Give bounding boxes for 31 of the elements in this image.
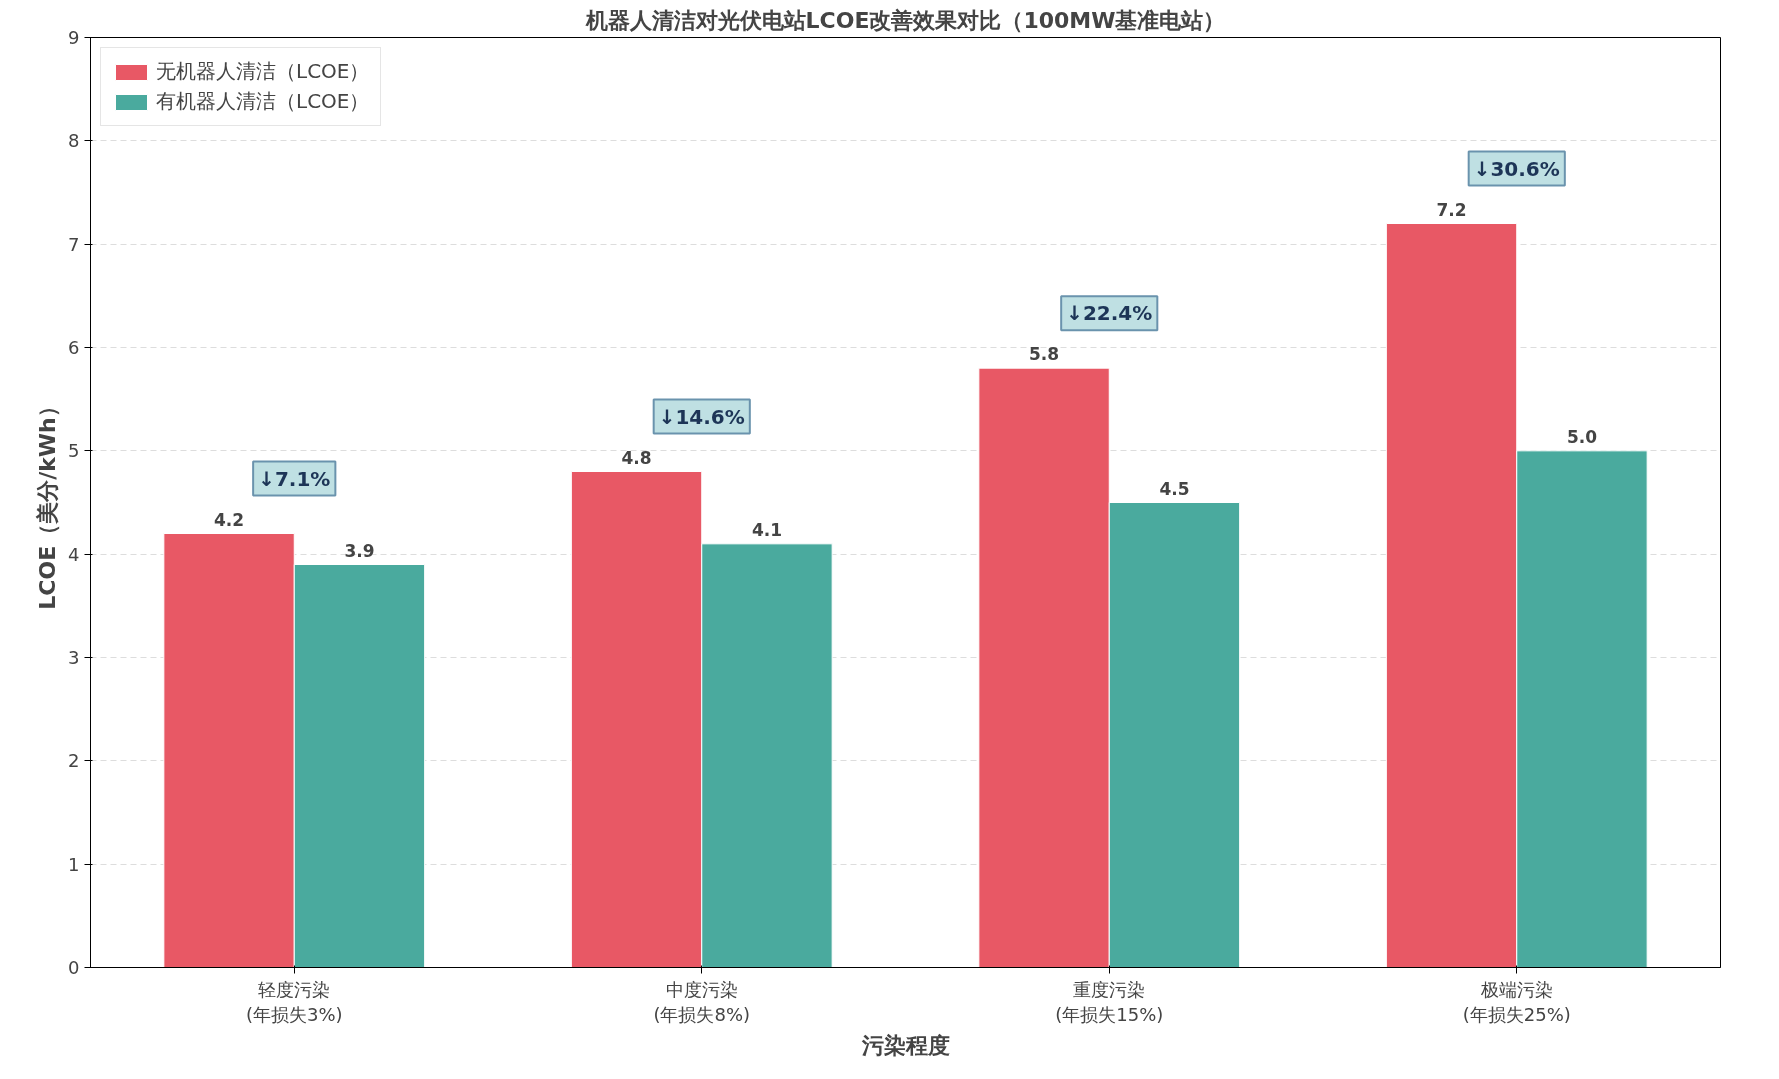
- x-tick-label: 轻度污染 (年损失3%): [245, 978, 343, 1025]
- y-tick-label: 3: [68, 647, 80, 668]
- data-label: 3.9: [344, 540, 375, 561]
- y-tick-label: 6: [68, 337, 80, 358]
- legend-label: 有机器人清洁（LCOE）: [156, 88, 370, 115]
- y-tick-label: 8: [68, 130, 80, 152]
- y-tick-label: 0: [68, 957, 80, 978]
- y-tick-label: 5: [68, 440, 80, 462]
- y-tick-label: 4: [68, 543, 80, 565]
- x-tick-label: 重度污染 (年损失15%): [1055, 978, 1164, 1025]
- data-label: 4.2: [213, 509, 245, 530]
- annotation: ↓7.1%: [258, 466, 331, 491]
- data-label: 5.0: [1566, 426, 1598, 447]
- y-tick-label: 7: [68, 233, 80, 255]
- y-tick-label: 2: [68, 750, 80, 772]
- x-axis-title: 污染程度: [860, 1032, 950, 1058]
- annotation: ↓22.4%: [1066, 301, 1153, 326]
- data-label: 4.1: [751, 519, 783, 540]
- data-label: 7.2: [1436, 199, 1467, 220]
- data-label: 4.8: [621, 447, 652, 468]
- y-axis-title: LCOE（美分/kWh）: [35, 395, 61, 610]
- chart-title: 机器人清洁对光伏电站LCOE改善效果对比（100MW基准电站）: [584, 7, 1226, 33]
- annotation: ↓14.6%: [658, 404, 745, 429]
- y-tick-label: 1: [68, 853, 80, 875]
- legend-label: 无机器人清洁（LCOE）: [156, 58, 370, 85]
- x-tick-label: 中度污染 (年损失8%): [653, 978, 751, 1025]
- data-label: 4.5: [1159, 478, 1190, 499]
- annotation: ↓30.6%: [1473, 156, 1560, 181]
- data-label: 5.8: [1028, 344, 1060, 365]
- x-tick-label: 极端污染 (年损失25%): [1462, 978, 1571, 1025]
- y-tick-label: 9: [68, 27, 80, 48]
